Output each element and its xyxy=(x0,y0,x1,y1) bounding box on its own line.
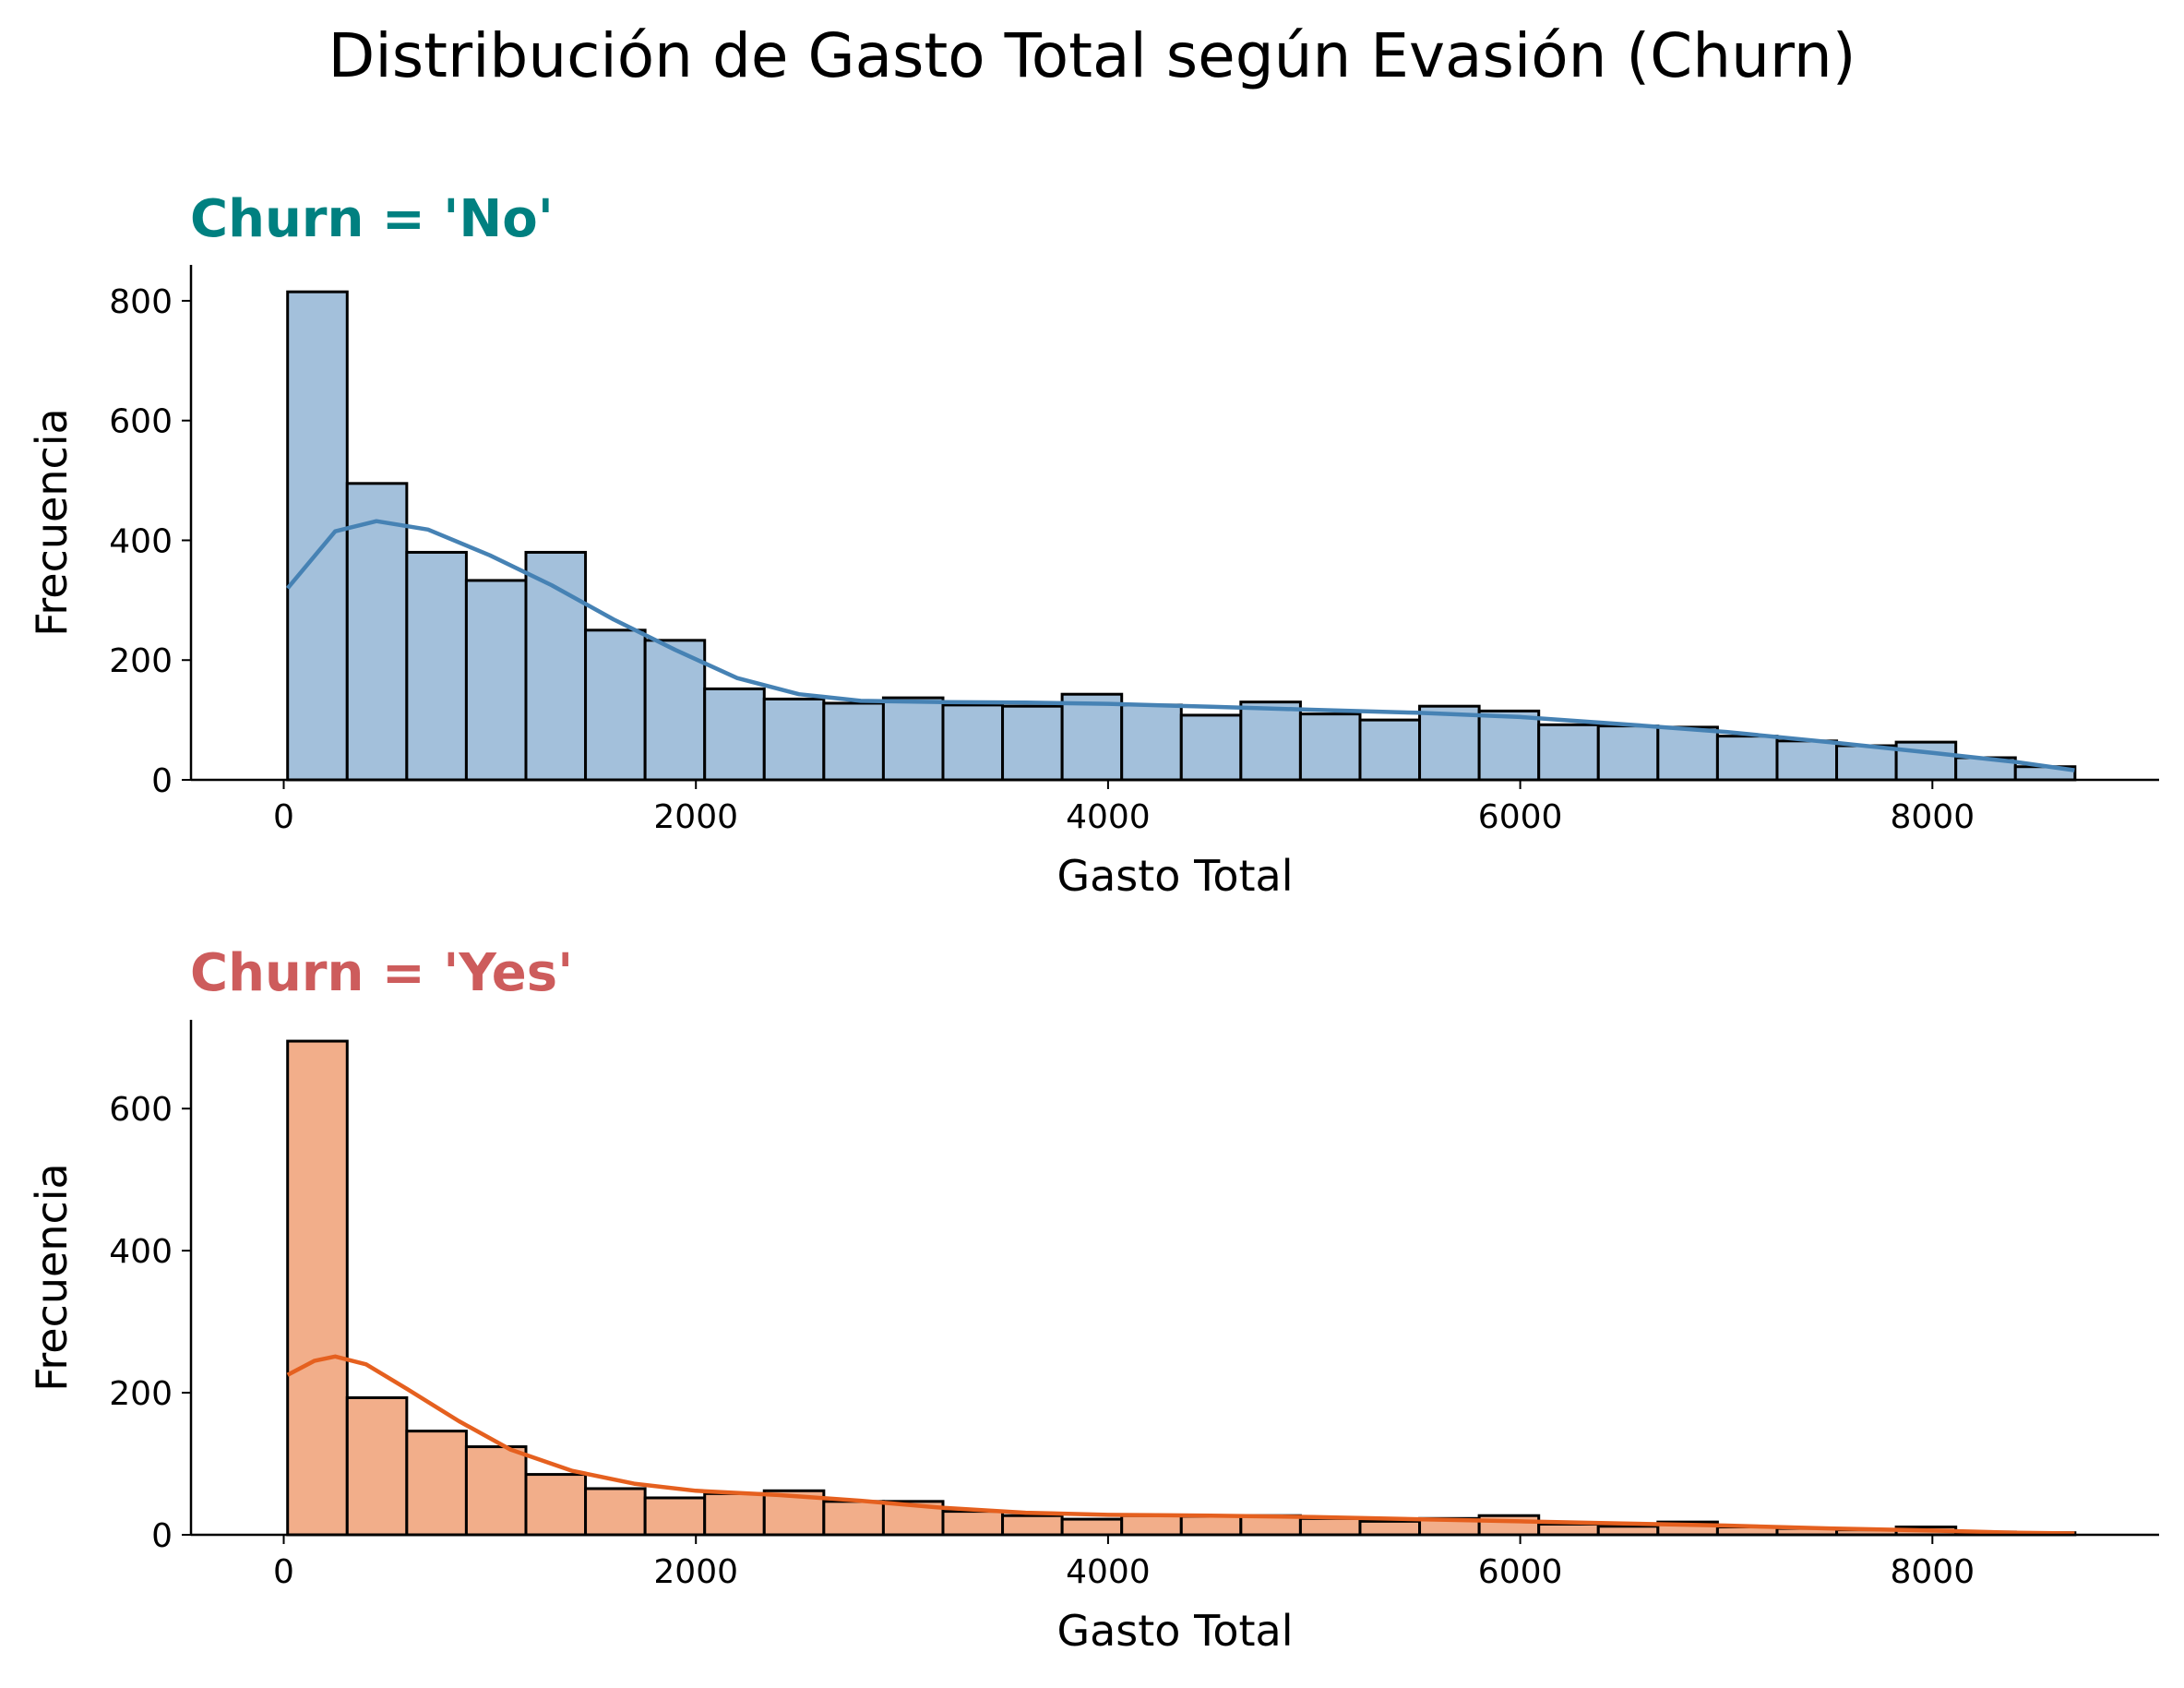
x-tick-label: 4000 xyxy=(1066,1553,1151,1591)
histogram-bar xyxy=(703,1491,766,1537)
histogram-bar xyxy=(405,1430,468,1537)
histogram-bar xyxy=(1298,1516,1362,1537)
kde-curve xyxy=(285,519,2075,772)
y-tick-label: 400 xyxy=(109,522,173,560)
histogram-bar xyxy=(286,290,349,782)
x-tick-label: 8000 xyxy=(1891,798,1975,836)
histogram-bar xyxy=(524,1473,588,1537)
histogram-bar xyxy=(1179,1514,1243,1537)
histogram-bar xyxy=(941,1510,1005,1537)
x-tick-label: 2000 xyxy=(653,1553,738,1591)
histogram-bar xyxy=(822,701,885,782)
y-tick-label: 400 xyxy=(109,1233,173,1271)
histogram-bar xyxy=(703,687,766,782)
histogram-bar xyxy=(762,697,826,782)
histogram-panel-churn-yes: 0 2000 4000 6000 8000 0 200 400 600 Gasto Total Fr… xyxy=(27,1020,2159,1656)
x-tick-label: 8000 xyxy=(1891,1553,1975,1591)
x-tick-label: 0 xyxy=(273,798,294,836)
histogram-bar xyxy=(1596,1525,1660,1537)
histogram-bar xyxy=(1358,1519,1422,1537)
histogram-bar xyxy=(464,1445,528,1537)
x-axis-label: Gasto Total xyxy=(1056,1606,1293,1656)
x-axis-label: Gasto Total xyxy=(1056,851,1293,901)
y-tick-label: 600 xyxy=(109,1091,173,1129)
histogram-bar xyxy=(1537,1522,1600,1537)
histogram-bar xyxy=(1418,704,1481,782)
histogram-bar xyxy=(1298,712,1362,782)
histogram-bar xyxy=(1120,703,1183,782)
histogram-bar xyxy=(1239,700,1302,782)
histogram-bar xyxy=(1477,709,1541,782)
histogram-bar xyxy=(1596,724,1660,782)
histogram-bar xyxy=(1120,1514,1183,1537)
histogram-bar xyxy=(643,1496,707,1537)
histogram-bar xyxy=(1001,704,1064,782)
histogram-bar xyxy=(941,703,1005,782)
histogram-bar xyxy=(1715,735,1779,782)
y-tick-label: 800 xyxy=(109,283,173,321)
histogram-bar xyxy=(1060,1517,1124,1537)
histogram-bar xyxy=(822,1500,885,1537)
histogram-bar xyxy=(584,1487,647,1537)
histogram-bar xyxy=(1358,718,1422,782)
x-tick-label: 0 xyxy=(273,1553,294,1591)
histogram-bar xyxy=(881,696,945,782)
y-tick-label: 200 xyxy=(109,642,173,680)
histogram-bar xyxy=(1656,725,1719,782)
histogram-bar xyxy=(1537,723,1600,782)
panel-title-churn-yes: Churn = 'Yes' xyxy=(190,943,574,1003)
y-axis-label: Frecuencia xyxy=(27,1163,77,1391)
y-tick-label: 200 xyxy=(109,1375,173,1413)
x-tick-label: 2000 xyxy=(653,798,738,836)
histogram-panel-churn-no: 0 2000 4000 6000 8000 0 200 400 600 800 Gasto Tota… xyxy=(27,265,2159,901)
histogram-bar xyxy=(584,629,647,782)
histogram-bar xyxy=(405,550,468,782)
histogram-bar xyxy=(464,579,528,782)
histogram-bar xyxy=(1477,1514,1541,1537)
histogram-bar xyxy=(1894,740,1958,782)
y-tick-label: 600 xyxy=(109,403,173,441)
histogram-bar xyxy=(1001,1514,1064,1537)
x-tick-label: 4000 xyxy=(1066,798,1151,836)
y-axis-label: Frecuencia xyxy=(27,408,77,636)
figure-title: Distribución de Gasto Total según Evasió… xyxy=(328,20,1856,91)
histogram-bar xyxy=(1775,739,1839,782)
y-tick-label: 0 xyxy=(151,762,173,800)
histogram-bar xyxy=(1060,692,1124,782)
x-tick-label: 6000 xyxy=(1478,1553,1563,1591)
panel-title-churn-no: Churn = 'No' xyxy=(190,189,554,249)
x-tick-label: 6000 xyxy=(1478,798,1563,836)
histogram-bar xyxy=(286,1039,349,1537)
kde-curve xyxy=(286,1354,2075,1536)
y-tick-label: 0 xyxy=(151,1517,173,1555)
histogram-bar xyxy=(345,1395,409,1537)
histogram-bar xyxy=(1179,713,1243,782)
histogram-bar xyxy=(1835,744,1898,782)
